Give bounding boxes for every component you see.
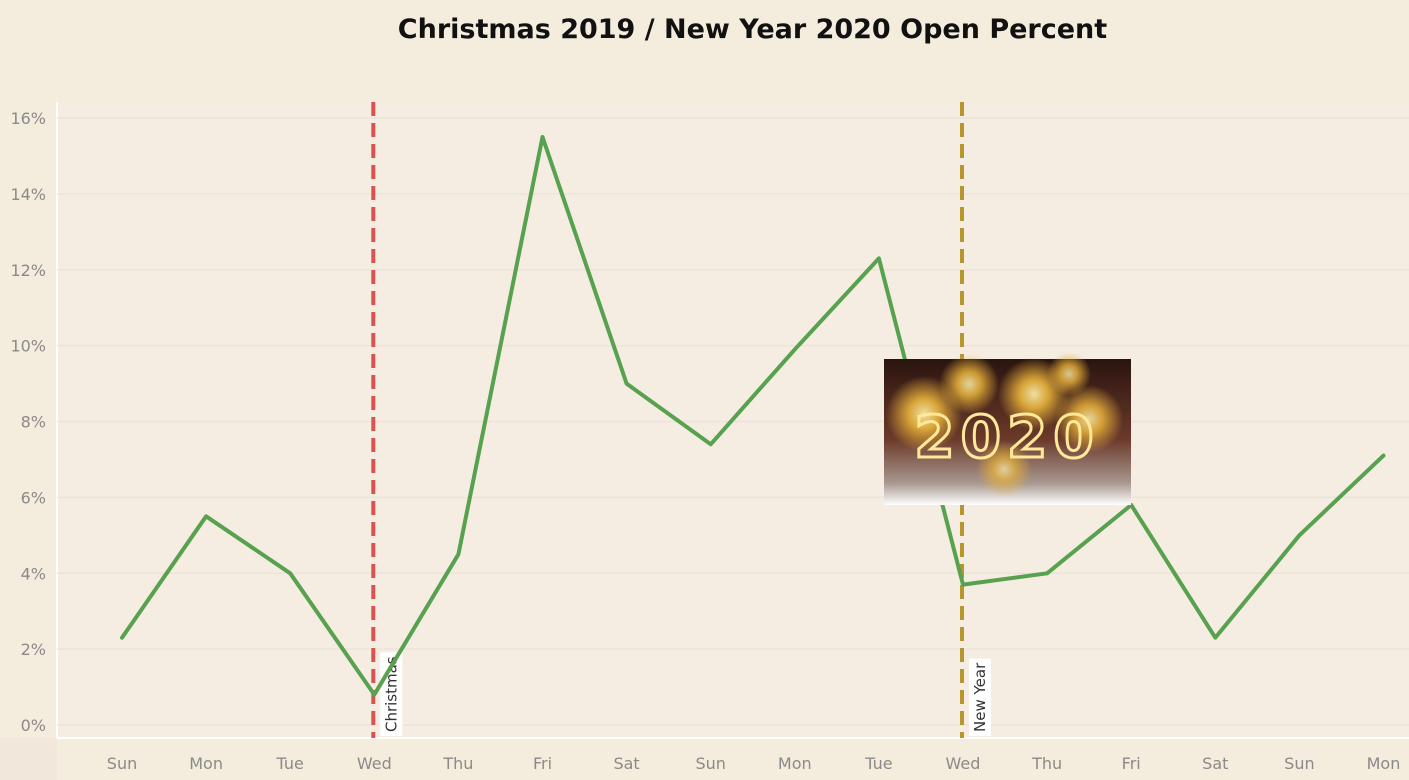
plot-left-gap bbox=[0, 738, 57, 780]
y-tick-label: 2% bbox=[21, 640, 46, 659]
y-tick-label: 14% bbox=[10, 185, 46, 204]
y-tick-label: 0% bbox=[21, 716, 46, 735]
x-tick-label: Sun bbox=[1284, 754, 1314, 773]
y-tick-label: 16% bbox=[10, 109, 46, 128]
x-tick-label: Mon bbox=[1367, 754, 1401, 773]
series-line bbox=[120, 135, 1386, 697]
x-tick-label: Sun bbox=[107, 754, 137, 773]
x-tick-label: Wed bbox=[946, 754, 981, 773]
x-tick-label: Thu bbox=[1031, 754, 1062, 773]
x-tick-label: Thu bbox=[442, 754, 473, 773]
y-tick-label: 12% bbox=[10, 261, 46, 280]
reference-label-box bbox=[969, 658, 991, 736]
x-tick-label: Fri bbox=[533, 754, 552, 773]
x-tick-label: Mon bbox=[189, 754, 223, 773]
chart-title: Christmas 2019 / New Year 2020 Open Perc… bbox=[397, 14, 1108, 45]
x-tick-label: Fri bbox=[1122, 754, 1141, 773]
fireworks-image-text: 2020 bbox=[914, 403, 1099, 471]
x-tick-label: Wed bbox=[357, 754, 392, 773]
x-tick-label: Sun bbox=[695, 754, 725, 773]
x-tick-label: Tue bbox=[276, 754, 304, 773]
x-tick-label: Tue bbox=[864, 754, 892, 773]
y-tick-label: 8% bbox=[21, 413, 46, 432]
x-axis-ticks: Sun Mon Tue Wed Thu Fri Sat Sun Mon Tue Wed Thu Fri S… bbox=[107, 754, 1401, 773]
x-tick-label: Mon bbox=[778, 754, 812, 773]
fireworks-2020-image: 2020 bbox=[884, 352, 1131, 505]
y-tick-label: 6% bbox=[21, 488, 46, 507]
reference-label: New Year bbox=[971, 662, 989, 732]
x-tick-label: Sat bbox=[613, 754, 639, 773]
y-tick-label: 4% bbox=[21, 564, 46, 583]
y-axis-ticks: 0% 2% 4% 6% 8% 10% 12% 14% 16% bbox=[10, 109, 46, 735]
y-tick-label: 10% bbox=[10, 337, 46, 356]
x-tick-label: Sat bbox=[1202, 754, 1228, 773]
